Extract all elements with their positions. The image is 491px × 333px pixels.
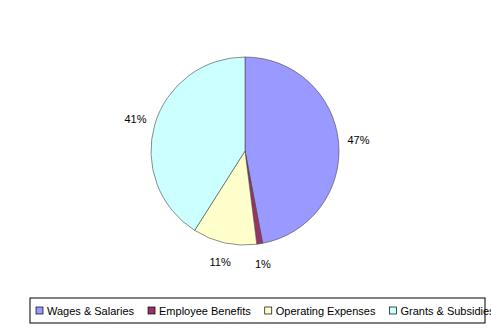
slice [151, 57, 245, 230]
legend: Wages & Salaries Employee Benefits Operati… [30, 298, 491, 323]
data-label: 1% [255, 258, 271, 270]
legend-label: Grants & Subsidies [400, 305, 491, 317]
pie [151, 57, 339, 245]
data-label: 47% [347, 134, 369, 146]
legend-swatch [265, 307, 272, 314]
chart: 47% 1% 11% 41% Wages & Salaries Employee Bene… [0, 0, 491, 333]
legend-label: Operating Expenses [276, 305, 376, 317]
data-label: 11% [210, 256, 231, 268]
legend-swatch [148, 307, 155, 314]
legend-label: Employee Benefits [159, 305, 251, 317]
legend-swatch [36, 307, 43, 314]
slice [245, 57, 339, 243]
legend-swatch [389, 307, 396, 314]
data-label: 41% [125, 113, 147, 125]
legend-label: Wages & Salaries [47, 305, 135, 317]
